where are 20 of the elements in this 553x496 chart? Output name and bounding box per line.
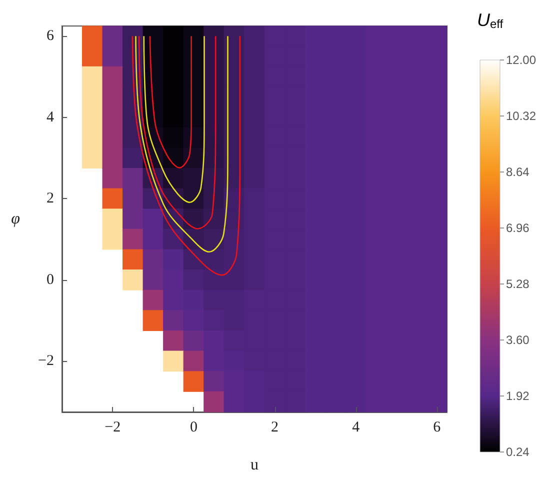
color-bar-label: 12.00: [506, 53, 536, 67]
x-tick-label: 4: [352, 420, 360, 436]
color-bar-label: 3.60: [506, 333, 530, 347]
y-tick-label: 6: [46, 28, 54, 44]
color-bar-label: 10.32: [506, 109, 536, 123]
color-bar-label: 1.92: [506, 389, 530, 403]
y-tick-label: 0: [46, 272, 54, 288]
y-tick-label: 4: [46, 109, 54, 126]
x-tick-label: 2: [271, 420, 279, 436]
y-tick-label: −2: [38, 353, 54, 370]
x-tick-label: −2: [104, 420, 121, 436]
color-bar-label: 0.24: [506, 445, 530, 459]
x-axis-title: u: [250, 456, 258, 474]
y-axis-title: φ: [11, 210, 20, 228]
x-tick-label: 6: [433, 420, 442, 436]
color-bar-label: 6.96: [506, 221, 530, 235]
y-tick-label: 2: [46, 190, 54, 207]
color-bar-label: 5.28: [506, 277, 530, 291]
x-tick-label: 0: [190, 420, 198, 436]
color-bar-label: 8.64: [506, 165, 530, 179]
